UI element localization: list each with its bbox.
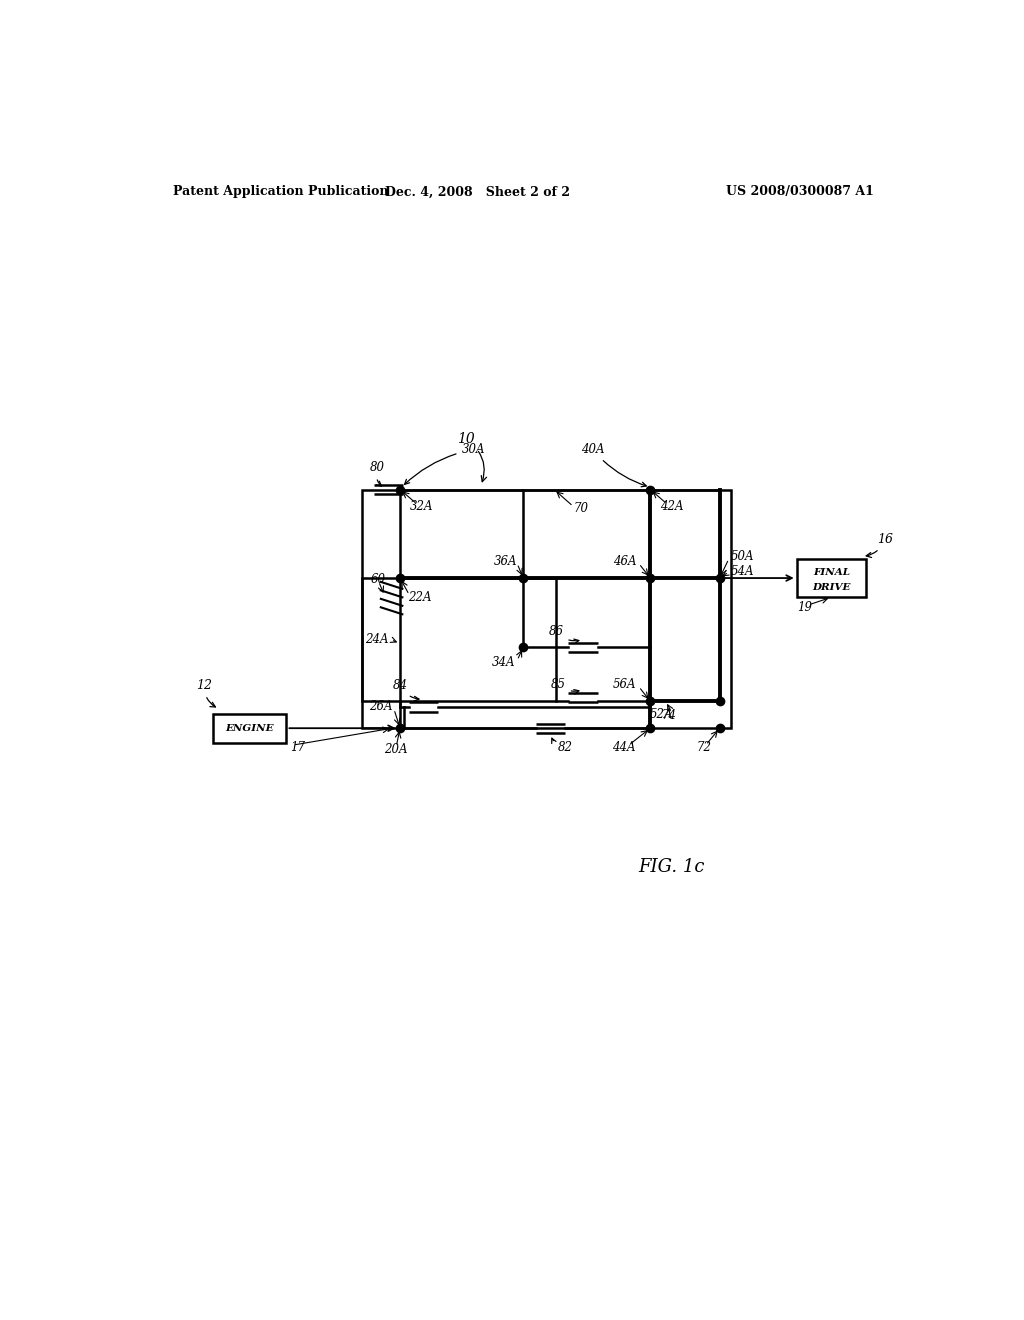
Text: US 2008/0300087 A1: US 2008/0300087 A1	[726, 185, 873, 198]
Bar	[213, 714, 287, 743]
Text: Dec. 4, 2008   Sheet 2 of 2: Dec. 4, 2008 Sheet 2 of 2	[385, 185, 569, 198]
Text: 24A: 24A	[365, 634, 388, 647]
Text: 10: 10	[457, 433, 486, 482]
Text: 26A: 26A	[369, 700, 392, 713]
Text: 36A: 36A	[494, 554, 517, 568]
Text: ENGINE: ENGINE	[225, 723, 274, 733]
Text: 30A: 30A	[404, 444, 485, 484]
Text: 80: 80	[370, 462, 384, 486]
Text: 54A: 54A	[731, 565, 755, 578]
Text: 46A: 46A	[613, 554, 637, 568]
Text: 82: 82	[552, 738, 573, 754]
Text: 42A: 42A	[660, 500, 684, 513]
Text: FINAL: FINAL	[813, 568, 850, 577]
Text: 22A: 22A	[408, 591, 431, 603]
Text: 40A: 40A	[581, 444, 646, 487]
Text: 86: 86	[549, 626, 579, 644]
Text: 44A: 44A	[611, 741, 635, 754]
Text: 50A: 50A	[731, 550, 755, 564]
Text: 34A: 34A	[493, 656, 515, 669]
Text: 72: 72	[696, 741, 712, 754]
Text: 56A: 56A	[613, 677, 637, 690]
Text: 32A: 32A	[410, 500, 433, 513]
Bar	[361, 490, 731, 729]
Text: FIG. 1c: FIG. 1c	[639, 858, 706, 875]
Text: 60: 60	[371, 573, 386, 586]
Text: 19: 19	[797, 601, 812, 614]
Text: 70: 70	[573, 502, 589, 515]
Text: 16: 16	[866, 533, 893, 557]
Text: 12: 12	[196, 680, 215, 708]
Text: 20A: 20A	[384, 743, 408, 756]
Bar	[361, 578, 556, 701]
Bar	[797, 558, 866, 598]
Text: 17: 17	[291, 741, 305, 754]
Text: 52A: 52A	[650, 709, 674, 721]
Text: 74: 74	[663, 709, 677, 722]
Text: 85: 85	[551, 677, 579, 694]
Text: Patent Application Publication: Patent Application Publication	[173, 185, 388, 198]
Text: 84: 84	[392, 678, 419, 701]
Text: DRIVE: DRIVE	[812, 583, 851, 591]
